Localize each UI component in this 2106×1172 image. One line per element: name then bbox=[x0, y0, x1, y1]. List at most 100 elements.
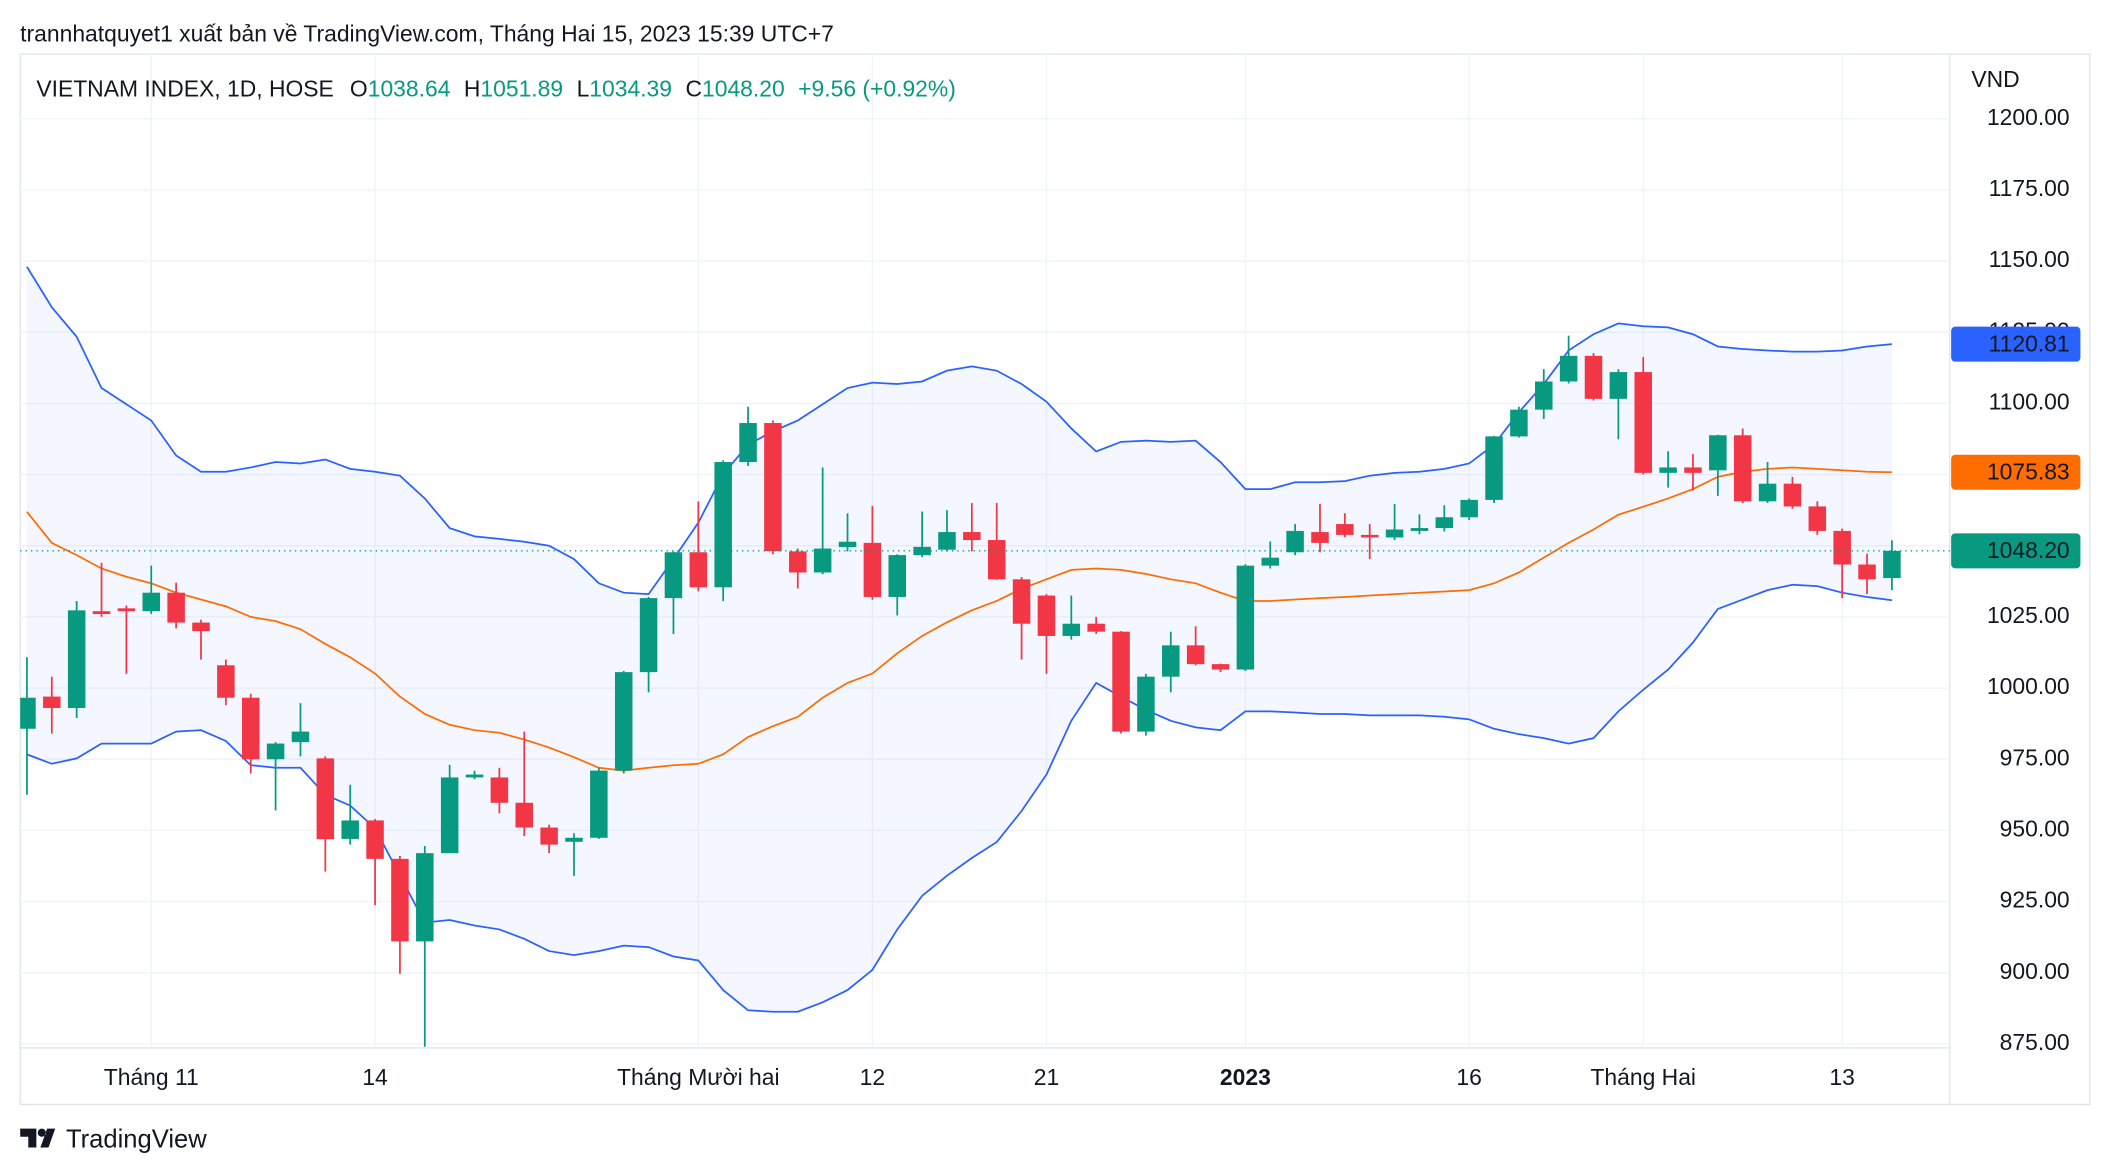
y-tick-label: 1175.00 bbox=[1989, 175, 2070, 201]
plot bbox=[20, 266, 1950, 1047]
y-tick-label: 1150.00 bbox=[1989, 246, 2070, 272]
candle-body bbox=[341, 820, 359, 839]
candle-body bbox=[1311, 532, 1329, 543]
candle-body bbox=[1336, 524, 1354, 535]
byline: trannhatquyet1 xuất bản về TradingView.c… bbox=[20, 20, 834, 46]
candle-body bbox=[1236, 565, 1255, 670]
candle-body bbox=[515, 802, 534, 828]
x-tick-label: Tháng 11 bbox=[104, 1064, 199, 1090]
candle-body bbox=[440, 777, 459, 854]
candle-body bbox=[1510, 409, 1528, 437]
legend-symbol: VIETNAM INDEX, 1D, HOSE bbox=[36, 76, 333, 102]
candle-body bbox=[1535, 381, 1553, 410]
legend-key: H bbox=[464, 76, 481, 102]
logo-icon bbox=[20, 1128, 56, 1148]
candle-body bbox=[1435, 517, 1454, 529]
candle-body bbox=[590, 770, 608, 838]
candle-body bbox=[1634, 372, 1652, 473]
candle-body bbox=[888, 555, 907, 597]
candle-body bbox=[217, 665, 235, 698]
x-tick-label: 12 bbox=[860, 1064, 885, 1090]
candle-body bbox=[1709, 435, 1727, 471]
candle-body bbox=[241, 697, 260, 760]
candle-body bbox=[1012, 579, 1031, 624]
y-unit: VND bbox=[1971, 66, 2019, 92]
candle-body bbox=[1733, 435, 1752, 502]
x-tick-label: Tháng Hai bbox=[1590, 1064, 1696, 1090]
candle-body bbox=[20, 697, 36, 729]
candle-body bbox=[1808, 506, 1827, 531]
candle-body bbox=[1609, 372, 1628, 399]
candle-body bbox=[1112, 631, 1130, 732]
legend-value: 1034.39 bbox=[589, 76, 672, 102]
candle-body bbox=[540, 827, 558, 845]
legend-value: 1038.64 bbox=[368, 76, 451, 102]
candle-body bbox=[1758, 483, 1777, 502]
candle-body bbox=[813, 548, 832, 573]
x-tick-label: 16 bbox=[1456, 1064, 1481, 1090]
candle-body bbox=[1162, 645, 1180, 677]
x-tick-label: 13 bbox=[1829, 1064, 1854, 1090]
candle-body bbox=[1261, 557, 1279, 566]
price-label-box bbox=[1951, 326, 2081, 362]
legend-change: +9.56 (+0.92%) bbox=[798, 76, 956, 102]
candle-body bbox=[43, 696, 61, 708]
candle-body bbox=[167, 592, 185, 623]
candle-body bbox=[1833, 530, 1851, 565]
candle-body bbox=[490, 777, 509, 803]
candle-body bbox=[1883, 550, 1901, 579]
candle-body bbox=[142, 592, 161, 612]
legend-key: O bbox=[350, 76, 368, 102]
candle-body bbox=[1062, 623, 1081, 636]
candle-body bbox=[714, 462, 732, 588]
candle-body bbox=[987, 540, 1006, 580]
candle-body bbox=[1783, 483, 1802, 507]
candle-body bbox=[465, 774, 484, 778]
candle-body bbox=[117, 608, 136, 612]
candle-body bbox=[1659, 467, 1677, 473]
y-tick-label: 1100.00 bbox=[1989, 388, 2070, 414]
y-tick-label: 950.00 bbox=[2000, 815, 2070, 841]
candle-body bbox=[1137, 676, 1155, 732]
band-line bbox=[26, 583, 1893, 1013]
band-fill bbox=[26, 266, 1892, 1012]
candle-body bbox=[664, 552, 683, 599]
price-label: 1048.20 bbox=[1987, 537, 2070, 563]
candle-body bbox=[689, 552, 708, 588]
x-tick-label: Tháng Mười hai bbox=[617, 1064, 780, 1090]
candle-body bbox=[739, 423, 757, 463]
band-line bbox=[26, 466, 1892, 772]
price-label-box bbox=[1951, 454, 2081, 490]
axes: 875.00 900.00 925.00 950.00 975.00 1000.00 102… bbox=[104, 104, 2081, 1090]
candle-body bbox=[1385, 529, 1404, 538]
candle-body bbox=[913, 546, 931, 556]
candle-body bbox=[391, 858, 409, 942]
legend-key: C bbox=[685, 76, 702, 102]
panel-border bbox=[19, 53, 2091, 1106]
y-tick-label: 1200.00 bbox=[1987, 104, 2070, 130]
x-tick-label: 21 bbox=[1034, 1064, 1059, 1090]
legend-value: 1051.89 bbox=[480, 76, 563, 102]
candle-body bbox=[565, 837, 583, 842]
candle-body bbox=[1485, 436, 1503, 500]
candle-body bbox=[614, 672, 633, 771]
y-tick-label: 900.00 bbox=[2000, 958, 2070, 984]
candle-body bbox=[1037, 595, 1056, 636]
candle-body bbox=[1286, 530, 1304, 553]
candle-body bbox=[1211, 664, 1230, 670]
candle-body bbox=[1360, 534, 1379, 538]
candle-body bbox=[1186, 645, 1205, 665]
candle-body bbox=[1410, 528, 1429, 531]
x-tick-label: 14 bbox=[362, 1064, 388, 1090]
x-tick-label: 2023 bbox=[1220, 1064, 1271, 1090]
candle-body bbox=[938, 532, 956, 550]
candle-body bbox=[192, 622, 210, 632]
candle-body bbox=[963, 532, 981, 541]
candle-body bbox=[639, 598, 658, 673]
price-label: 1075.83 bbox=[1987, 459, 2070, 485]
brand: TradingView bbox=[66, 1126, 207, 1154]
candle-body bbox=[316, 758, 335, 840]
